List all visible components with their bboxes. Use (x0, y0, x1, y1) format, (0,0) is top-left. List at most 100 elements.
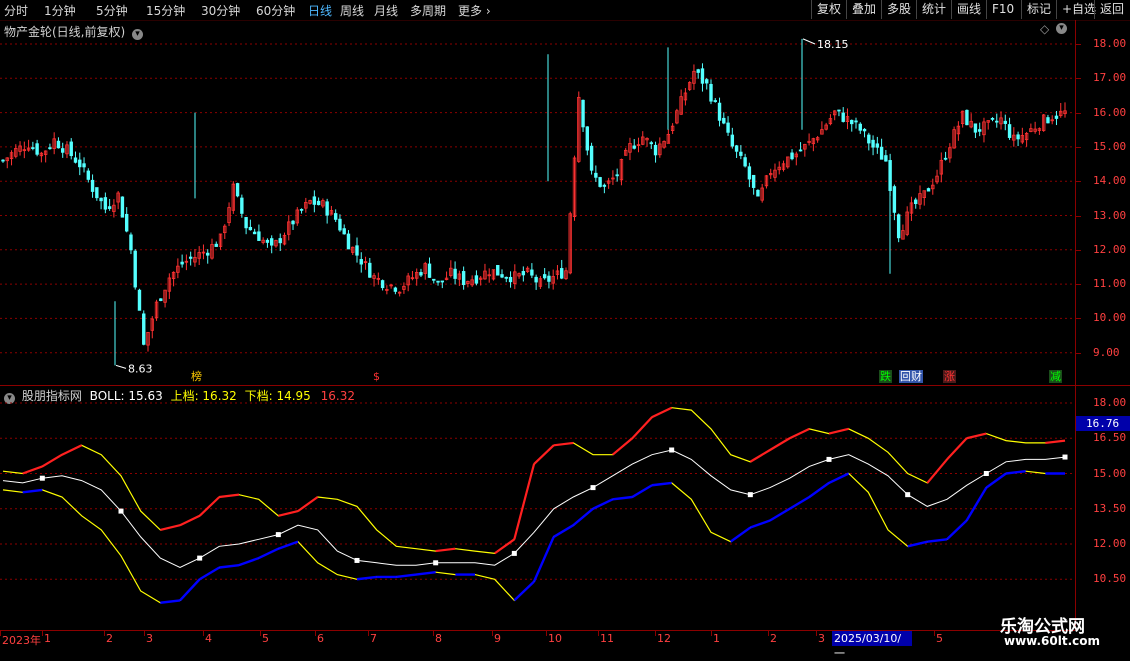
candle (483, 263, 487, 280)
candle (948, 143, 952, 163)
upper-band-value: 上档: 16.32 (170, 389, 237, 403)
candle (751, 174, 756, 195)
candle (858, 122, 862, 134)
candle (474, 270, 479, 286)
event-marker[interactable]: 跌 (879, 370, 892, 383)
y-tick-mark (1076, 249, 1081, 251)
lower-band-rise (907, 540, 928, 548)
indicator-menu-icon[interactable]: ▾ (4, 393, 15, 404)
lower-band-rise (219, 563, 240, 569)
period-30min[interactable]: 30分钟 (201, 4, 241, 18)
event-marker[interactable]: $ (372, 370, 381, 383)
pane-separator (0, 385, 1130, 386)
candle (879, 138, 884, 160)
candle (841, 107, 845, 123)
event-marker[interactable]: 榜 (190, 370, 203, 383)
candlestick-chart[interactable]: 18.15 8.63 (0, 20, 1075, 385)
candle (329, 205, 334, 215)
candle (282, 232, 287, 246)
candle (99, 197, 103, 210)
candle (611, 170, 615, 185)
adjust-button[interactable]: 复权 (811, 0, 846, 19)
high-label: 18.15 (817, 38, 849, 51)
candle (1033, 121, 1037, 134)
candle (150, 316, 154, 339)
candle (636, 137, 641, 153)
candle (206, 249, 210, 264)
candle (589, 142, 594, 175)
candle (48, 143, 52, 150)
candle (142, 310, 146, 346)
candle (619, 158, 624, 186)
mid-band-point (433, 560, 439, 566)
period-more[interactable]: 更多 › (458, 2, 491, 19)
candle (316, 197, 321, 206)
candle (393, 286, 398, 295)
mid-band-point (826, 456, 832, 462)
period-monthly[interactable]: 月线 (374, 4, 399, 18)
candle (453, 261, 457, 285)
candle (90, 174, 95, 198)
candle (820, 121, 824, 135)
chevron-down-icon[interactable]: ▾ (132, 29, 144, 40)
boll-indicator-chart[interactable] (0, 386, 1075, 630)
candle (338, 214, 342, 232)
candle (214, 241, 218, 247)
candle (291, 220, 295, 230)
candle (977, 122, 982, 137)
candle (832, 110, 837, 121)
event-marker[interactable]: 财 (910, 370, 923, 383)
period-60min[interactable]: 60分钟 (256, 4, 296, 18)
period-weekly[interactable]: 周线 (340, 4, 365, 18)
event-marker[interactable]: 减 (1049, 370, 1062, 383)
mark-button[interactable]: 标记 (1021, 0, 1056, 19)
candle (828, 114, 833, 126)
event-marker[interactable]: 回 (899, 370, 912, 383)
candle (427, 257, 432, 279)
upper-band-rise (494, 538, 515, 555)
candle (649, 140, 653, 150)
candle (107, 198, 112, 211)
event-marker[interactable]: 涨 (943, 370, 956, 383)
candle (193, 249, 197, 267)
candle (449, 260, 453, 278)
candle (415, 268, 419, 286)
candle (31, 141, 35, 151)
period-intraday[interactable]: 分时 (4, 4, 29, 18)
candle (210, 238, 214, 260)
lower-band-rise (160, 599, 181, 604)
stats-button[interactable]: 统计 (916, 0, 951, 19)
candle (299, 208, 304, 214)
candle (257, 224, 261, 241)
mid-band-point (197, 555, 203, 561)
candle (65, 141, 69, 159)
period-15min[interactable]: 15分钟 (146, 4, 186, 18)
period-1min[interactable]: 1分钟 (44, 4, 76, 18)
f10-button[interactable]: F10 (986, 0, 1019, 19)
multi-stock-button[interactable]: 多股 (881, 0, 916, 19)
candle (1012, 127, 1016, 147)
date-tick-label: 3 (146, 632, 153, 645)
period-multi[interactable]: 多周期 (410, 4, 447, 18)
candle (982, 117, 986, 143)
candle (525, 266, 530, 274)
draw-button[interactable]: 画线 (951, 0, 986, 19)
date-tick-mark (104, 630, 105, 636)
candle (346, 230, 351, 250)
y-tick-label: 10.00 (1093, 311, 1127, 325)
period-5min[interactable]: 5分钟 (96, 4, 128, 18)
candle (615, 168, 619, 182)
watermark-url: www.60lt.com (1004, 634, 1101, 648)
upper-band-rise (946, 437, 968, 461)
stock-title: 物产金轮(日线,前复权) (4, 25, 126, 39)
overlay-button[interactable]: 叠加 (846, 0, 881, 19)
dropdown-icon[interactable]: ▾ (1056, 23, 1067, 34)
candle (658, 137, 662, 158)
diamond-icon[interactable]: ◇ (1040, 22, 1050, 36)
candle (884, 149, 888, 162)
period-daily[interactable]: 日线 (308, 4, 333, 18)
candle (197, 246, 201, 266)
candle (1007, 117, 1012, 140)
add-watchlist-button[interactable]: +自选 (1056, 0, 1101, 19)
back-button[interactable]: 返回 (1094, 0, 1129, 19)
